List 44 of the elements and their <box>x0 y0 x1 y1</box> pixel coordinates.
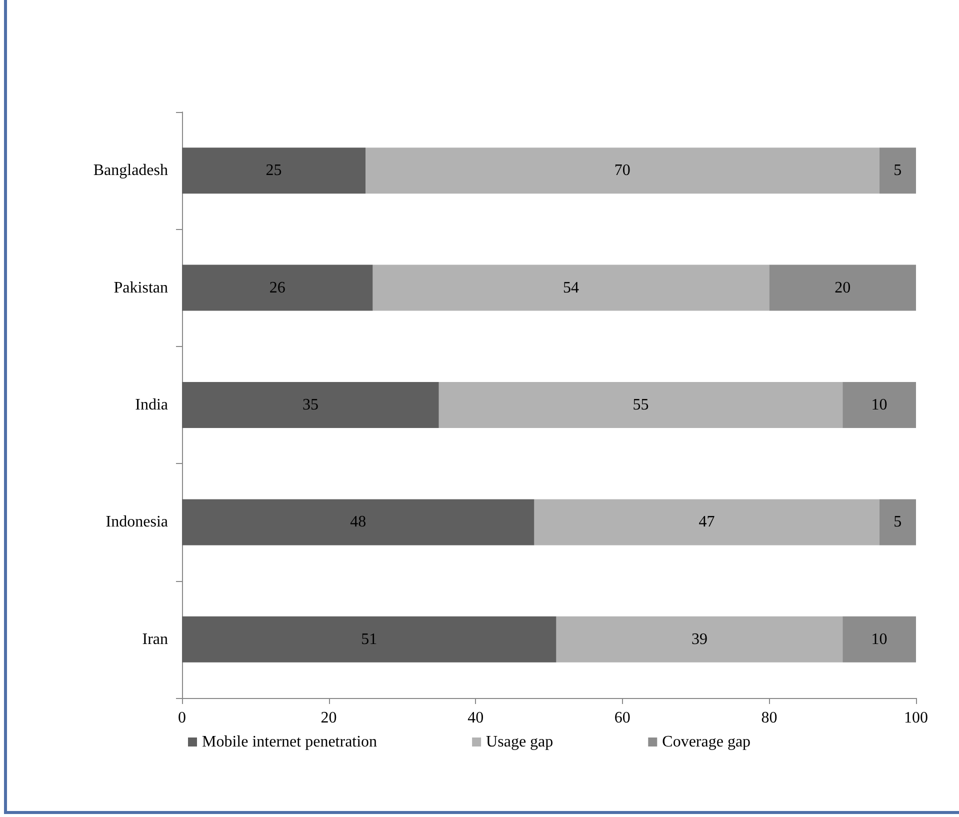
data-label: 5 <box>894 162 902 180</box>
data-label: 26 <box>269 279 286 296</box>
legend-label: Usage gap <box>486 734 554 750</box>
data-label: 55 <box>632 396 649 414</box>
bar <box>556 616 843 662</box>
data-label: 47 <box>698 514 715 531</box>
x-tick-label: 80 <box>761 710 778 726</box>
legend-label: Coverage gap <box>662 734 751 750</box>
data-label: 54 <box>563 279 580 296</box>
data-label: 20 <box>834 279 851 296</box>
data-label: 51 <box>361 630 378 648</box>
data-label: 35 <box>302 396 318 414</box>
bar <box>534 499 880 546</box>
data-label: 70 <box>614 162 630 180</box>
data-label: 10 <box>871 630 888 648</box>
bar <box>182 499 534 546</box>
y-tick-label: India <box>135 396 168 414</box>
x-tick-label: 100 <box>904 710 928 726</box>
data-label: 5 <box>894 514 902 531</box>
data-label: 39 <box>691 630 708 648</box>
bar <box>879 499 916 546</box>
bar <box>182 382 439 428</box>
bar <box>438 382 843 428</box>
legend-label: Mobile internet penetration <box>202 734 378 750</box>
x-tick-label: 40 <box>468 710 484 726</box>
bar <box>182 148 366 194</box>
data-label: 10 <box>871 396 888 414</box>
data-label: 48 <box>350 514 366 531</box>
bar <box>182 264 373 311</box>
x-tick-label: 20 <box>320 710 337 726</box>
y-tick-label: Iran <box>142 630 168 648</box>
y-tick-label: Indonesia <box>106 514 168 531</box>
bar <box>842 382 916 428</box>
data-label: 25 <box>266 162 282 180</box>
bar <box>879 148 916 194</box>
x-tick-label: 0 <box>178 710 186 726</box>
bar <box>769 264 916 311</box>
y-tick-label: Bangladesh <box>93 162 168 180</box>
bar <box>182 616 556 662</box>
bar <box>842 616 916 662</box>
bar <box>372 264 770 311</box>
y-tick-label: Pakistan <box>114 279 168 296</box>
x-tick-label: 60 <box>614 710 630 726</box>
bar <box>366 148 880 194</box>
